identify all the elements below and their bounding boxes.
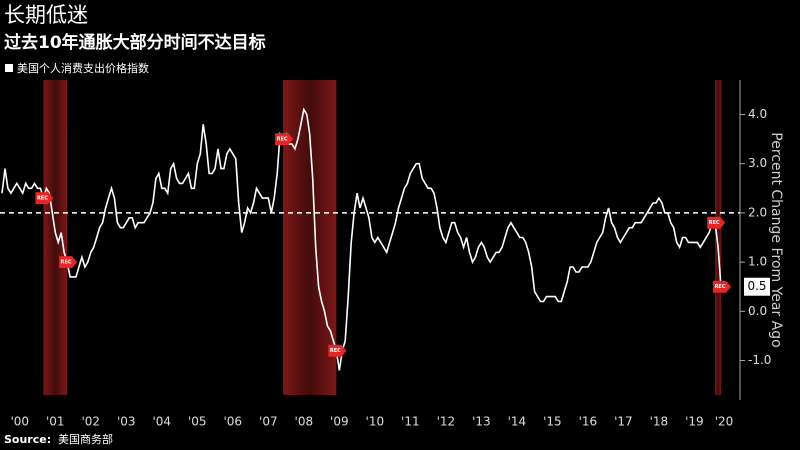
recession-band [43, 80, 68, 395]
rec-marker-shape [275, 133, 294, 146]
x-tick-label: '00 [10, 415, 29, 429]
y-tick-label: 0.0 [748, 304, 767, 318]
rec-marker: REC [328, 344, 347, 357]
y-tick-label: 4.0 [748, 107, 767, 121]
rec-marker: REC [35, 192, 54, 205]
rec-marker-shape [59, 256, 78, 269]
x-tick-label: '07 [259, 415, 278, 429]
source-label: Source: [4, 433, 51, 446]
x-tick-label: '04 [152, 415, 171, 429]
rec-marker-text: REC [61, 260, 72, 266]
x-tick-label: '03 [117, 415, 136, 429]
rec-marker-text: REC [709, 220, 720, 226]
rec-marker: REC [275, 133, 294, 146]
x-tick-label: '05 [188, 415, 207, 429]
x-tick-label: '14 [508, 415, 527, 429]
x-tick-label: '10 [366, 415, 385, 429]
y-tick-label: 2.0 [748, 205, 767, 219]
x-tick-label: '17 [614, 415, 633, 429]
rec-marker-shape [328, 344, 347, 357]
x-tick-label: '20 [715, 415, 734, 429]
rec-marker-shape [707, 216, 726, 229]
y-tick-label: 3.0 [748, 156, 767, 170]
rec-marker-shape [35, 192, 54, 205]
chart-subtitle: 过去10年通胀大部分时间不达目标 [4, 32, 266, 53]
recession-band [715, 80, 722, 395]
x-tick-label: '13 [472, 415, 491, 429]
y-tick-label: 1.0 [748, 255, 767, 269]
x-tick-label: '01 [46, 415, 65, 429]
x-tick-label: '18 [650, 415, 669, 429]
x-tick-label: '02 [81, 415, 100, 429]
last-value-label: 0.5 [747, 279, 766, 293]
rec-marker-shape [713, 280, 732, 293]
legend-swatch [5, 64, 13, 72]
y-axis-label: Percent Change From Year Ago [768, 132, 784, 347]
x-tick-label: '15 [543, 415, 562, 429]
rec-marker-text: REC [715, 284, 726, 290]
rec-marker-text: REC [330, 348, 341, 354]
rec-marker: REC [713, 280, 732, 293]
x-tick-label: '16 [579, 415, 598, 429]
rec-marker-text: REC [277, 137, 288, 143]
x-tick-label: '06 [224, 415, 243, 429]
x-tick-label: '09 [330, 415, 349, 429]
chart-title: 长期低迷 [4, 3, 88, 27]
background-layer [43, 80, 722, 395]
data-line [1, 107, 724, 371]
x-tick-label: '19 [685, 415, 704, 429]
rec-marker-text: REC [37, 196, 48, 202]
rec-marker: REC [59, 256, 78, 269]
last-value-box [744, 277, 770, 296]
source-text: 美国商务部 [58, 432, 113, 446]
x-tick-label: '08 [295, 415, 314, 429]
y-tick-label: -1.0 [748, 353, 771, 367]
legend-label: 美国个人消费支出价格指数 [17, 61, 149, 75]
rec-marker: REC [707, 216, 726, 229]
x-tick-label: '12 [437, 415, 456, 429]
x-tick-label: '11 [401, 415, 420, 429]
